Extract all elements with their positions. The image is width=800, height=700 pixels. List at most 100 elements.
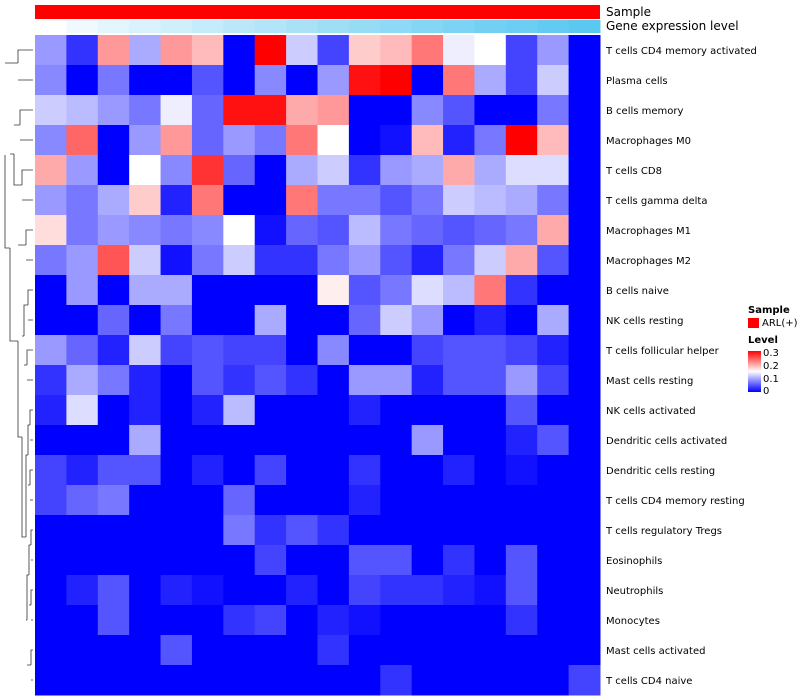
heatmap-cell <box>66 605 99 636</box>
heatmap-cell <box>474 95 507 126</box>
row-label: B cells memory <box>606 106 683 117</box>
heatmap-cell <box>223 215 256 246</box>
heatmap-cell <box>35 65 67 96</box>
heatmap-cell <box>129 365 162 396</box>
heatmap-cell <box>254 665 287 696</box>
heatmap-cell <box>254 275 287 306</box>
heatmap-cell <box>568 425 601 456</box>
heatmap-cell <box>568 305 601 336</box>
heatmap-cell <box>443 365 475 396</box>
heatmap-cell <box>97 125 130 156</box>
heatmap-cell <box>35 485 67 516</box>
heatmap-cell <box>348 185 381 216</box>
heatmap-cell <box>160 65 193 96</box>
heatmap-cell <box>129 65 162 96</box>
heatmap-cell <box>286 245 318 276</box>
heatmap-cell <box>380 665 413 696</box>
heatmap-cell <box>568 395 601 426</box>
heatmap-cell <box>286 215 318 246</box>
gene-expression-annotation-cell <box>411 20 444 33</box>
heatmap-cell <box>254 515 287 546</box>
heatmap-cell <box>191 275 224 306</box>
heatmap-cell <box>348 155 381 186</box>
heatmap-cell <box>380 155 413 186</box>
heatmap-cell <box>380 215 413 246</box>
heatmap-cell <box>348 365 381 396</box>
heatmap-cell <box>505 575 538 606</box>
heatmap-cell <box>380 605 413 636</box>
heatmap-cell <box>191 515 224 546</box>
heatmap-cell <box>191 245 224 276</box>
heatmap-cell <box>505 485 538 516</box>
heatmap-cell <box>568 665 601 696</box>
heatmap-cell <box>537 545 570 576</box>
heatmap-cell <box>160 395 193 426</box>
heatmap-cell <box>568 125 601 156</box>
heatmap-cell <box>348 65 381 96</box>
legend-gradient-bar <box>748 351 761 392</box>
legend-tick: 0.3 <box>763 348 779 359</box>
heatmap-cell <box>129 605 162 636</box>
heatmap-cell <box>474 635 507 666</box>
heatmap-cell <box>97 275 130 306</box>
heatmap-cell <box>443 425 475 456</box>
heatmap-cell <box>568 245 601 276</box>
heatmap-cell <box>254 185 287 216</box>
heatmap-cell <box>286 575 318 606</box>
heatmap-cell <box>223 275 256 306</box>
heatmap-cell <box>411 185 444 216</box>
heatmap-cell <box>97 245 130 276</box>
heatmap-cell <box>97 485 130 516</box>
heatmap-cell <box>160 185 193 216</box>
heatmap-cell <box>129 125 162 156</box>
heatmap-cell <box>380 485 413 516</box>
row-label: B cells naive <box>606 286 669 297</box>
heatmap-cell <box>35 215 67 246</box>
heatmap-cell <box>254 395 287 426</box>
heatmap-cell <box>97 185 130 216</box>
heatmap-cell <box>443 485 475 516</box>
heatmap-cell <box>505 605 538 636</box>
heatmap-cell <box>505 35 538 66</box>
heatmap-cell <box>223 665 256 696</box>
row-label: Plasma cells <box>606 76 668 87</box>
heatmap-cell <box>35 245 67 276</box>
heatmap-cell <box>286 155 318 186</box>
heatmap-cell <box>505 245 538 276</box>
heatmap-cell <box>474 515 507 546</box>
heatmap-cell <box>474 35 507 66</box>
heatmap-cell <box>286 635 318 666</box>
heatmap-cell <box>129 35 162 66</box>
row-label: T cells follicular helper <box>605 346 720 357</box>
heatmap-cell <box>286 335 318 366</box>
heatmap-cell <box>380 425 413 456</box>
heatmap-cell <box>348 215 381 246</box>
heatmap-cell <box>348 485 381 516</box>
heatmap-cell <box>411 545 444 576</box>
heatmap-cell <box>160 545 193 576</box>
gene-expression-annotation-cell <box>191 20 224 33</box>
heatmap-cell <box>97 35 130 66</box>
heatmap-cell <box>348 635 381 666</box>
heatmap-cell <box>35 395 67 426</box>
heatmap-cell <box>160 35 193 66</box>
heatmap-cell <box>474 275 507 306</box>
heatmap-cell <box>443 155 475 186</box>
heatmap-cell <box>317 95 350 126</box>
heatmap-cell <box>66 395 99 426</box>
heatmap-cell <box>97 425 130 456</box>
heatmap-cell <box>443 65 475 96</box>
heatmap-cell <box>317 605 350 636</box>
heatmap-cell <box>537 455 570 486</box>
heatmap-cell <box>537 155 570 186</box>
heatmap-cell <box>411 365 444 396</box>
heatmap-cell <box>160 485 193 516</box>
heatmap-cell <box>129 95 162 126</box>
heatmap-cell <box>66 665 99 696</box>
heatmap-cell <box>411 635 444 666</box>
heatmap-cell <box>317 545 350 576</box>
heatmap-cell <box>97 95 130 126</box>
heatmap-cell <box>97 305 130 336</box>
heatmap-cell <box>348 575 381 606</box>
heatmap-cell <box>254 245 287 276</box>
